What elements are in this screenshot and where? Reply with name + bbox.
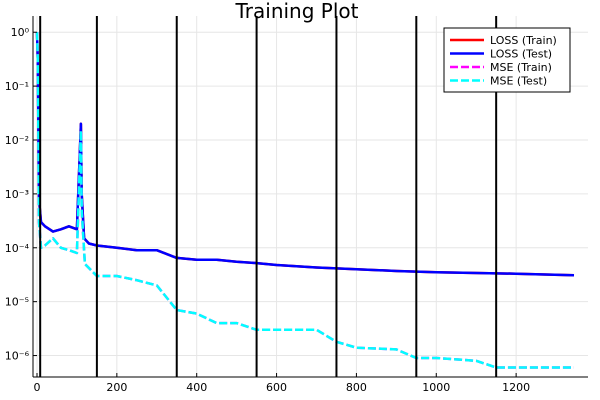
series-line-loss-test	[35, 32, 575, 277]
series-line-mse-test	[35, 32, 574, 369]
series-layer	[35, 32, 575, 369]
y-tick-label: 10⁻⁴	[5, 242, 30, 255]
legend: LOSS (Train)LOSS (Test)MSE (Train)MSE (T…	[443, 27, 571, 93]
y-tick-label: 10⁻³	[5, 188, 29, 201]
vertical-lines	[39, 16, 498, 377]
x-tick-label: 200	[106, 381, 127, 394]
legend-label: MSE (Test)	[490, 75, 547, 88]
x-tick-label: 0	[33, 381, 40, 394]
y-tick-label: 10⁻⁶	[5, 350, 30, 363]
y-tick-label: 10⁰	[11, 26, 30, 39]
y-tick-label: 10⁻²	[5, 134, 29, 147]
y-tick-label: 10⁻⁵	[5, 296, 29, 309]
x-tick-label: 600	[266, 381, 287, 394]
x-tick-label: 1000	[422, 381, 450, 394]
legend-label: MSE (Train)	[490, 61, 552, 74]
chart-title: Training Plot	[235, 0, 359, 23]
tick-labels: 0 200 400 600 800 1000 1200 10⁰ 10⁻¹ 10⁻² 10⁻³ 10⁻⁴…	[5, 26, 530, 394]
x-tick-label: 1200	[502, 381, 530, 394]
y-tick-label: 10⁻¹	[5, 80, 29, 93]
axes	[32, 16, 588, 378]
x-tick-label: 800	[346, 381, 367, 394]
legend-label: LOSS (Test)	[490, 48, 552, 61]
x-tick-label: 400	[186, 381, 207, 394]
legend-label: LOSS (Train)	[490, 34, 557, 47]
